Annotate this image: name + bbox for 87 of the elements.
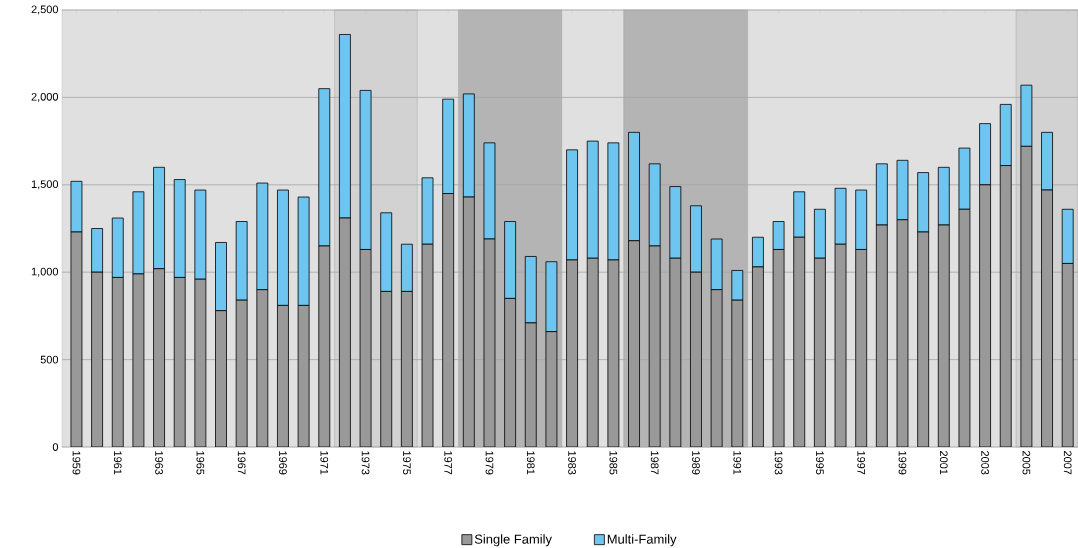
x-tick-label: 1995 [816,451,824,475]
x-tick-label: 2007 [1063,451,1072,475]
bar [896,159,909,221]
bar [772,221,785,250]
bar [752,266,764,447]
bar [566,149,578,261]
bar [669,186,682,259]
x-tick-label: 1981 [526,451,535,475]
x-tick-label: 1999 [898,451,907,475]
bar [194,189,207,280]
y-tick-label: 0 [52,443,59,451]
x-tick-label: 2003 [981,451,989,475]
bar [917,172,930,233]
bar [793,191,806,238]
y-tick-label: 500 [40,355,59,364]
bar [875,163,888,226]
x-tick-label: 1989 [692,451,700,475]
bar [813,257,826,447]
x-tick-label: 1963 [155,451,163,475]
x-tick-label: 1961 [113,451,122,475]
bar [731,270,744,301]
bar [318,245,331,447]
bar [937,224,950,447]
bar [566,259,578,447]
bar [277,305,289,447]
x-tick-label: 1959 [72,451,81,475]
bar [545,261,558,333]
x-tick-label: 1969 [279,451,287,475]
bar [111,217,124,278]
y-tick-label: 1,000 [31,267,59,277]
bar [752,236,764,268]
bar [917,231,930,447]
bar [400,243,413,292]
x-tick-label: 1965 [196,451,205,475]
legend-label: Single Family [474,534,552,547]
bar [153,166,165,270]
bar [153,268,165,447]
bar [380,212,393,292]
bar [297,196,310,306]
bar [937,166,950,226]
x-tick-label: 1991 [733,451,742,475]
bar [215,242,227,312]
bar [235,299,248,447]
x-tick-label: 1985 [609,451,618,475]
x-tick-label: 1967 [237,451,246,475]
x-tick-label: 1983 [568,451,576,475]
y-tick-label: 2,500 [31,5,59,15]
bar [710,238,723,291]
bar [690,205,702,273]
bar [256,182,269,291]
y-tick-label: 1,500 [31,180,59,190]
bar [813,208,826,259]
bar [855,249,868,447]
bar [442,193,455,447]
x-tick-label: 1973 [361,451,370,475]
legend-label: Multi-Family [607,534,677,547]
bar [256,289,269,447]
bar [421,177,434,245]
x-tick-label: 1977 [444,451,453,475]
bar [91,271,104,447]
bar [91,228,104,273]
x-tick-label: 1971 [320,451,329,475]
bar [235,221,248,301]
bar [132,191,145,275]
bar [524,256,537,324]
x-tick-label: 1979 [485,451,494,475]
bar [875,224,888,447]
bar [834,187,847,245]
bar [173,277,186,447]
bar [979,184,991,447]
x-tick-label: 1997 [857,451,866,475]
x-tick-label: 1975 [402,451,411,475]
x-tick-label: 1987 [650,451,659,475]
bar [855,189,868,250]
bar [648,163,661,247]
bar [999,165,1012,447]
y-tick-label: 2,000 [31,92,59,102]
bar [586,257,599,447]
bar [793,236,806,447]
bar [111,277,124,447]
bar [277,189,289,306]
bar [504,221,517,299]
x-tick-label: 1993 [774,451,783,475]
x-tick-label: 2001 [939,451,948,475]
bar [173,179,186,278]
x-tick-label: 2005 [1022,451,1031,475]
bar [215,310,227,447]
